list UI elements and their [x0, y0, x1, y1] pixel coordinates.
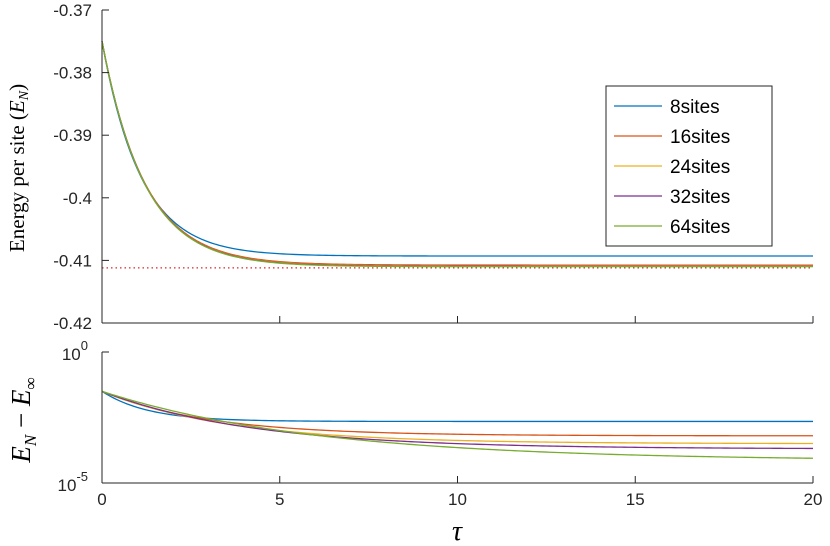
x-tick-label: 10 [448, 490, 467, 509]
energy-y-tick-label: -0.4 [63, 189, 92, 208]
error-line-8sites [101, 390, 813, 423]
energy-y-ticks: -0.37 -0.38 -0.39 -0.4 -0.41 -0.42 [53, 1, 109, 333]
energy-y-tick-label: -0.42 [53, 314, 92, 333]
energy-y-axis-label: Energy per site (EN) [5, 84, 32, 252]
energy-y-tick-label: -0.37 [53, 1, 92, 20]
error-x-ticks: 0 5 10 15 20 [97, 476, 822, 509]
energy-series-lines [101, 41, 813, 268]
legend-label-64sites: 64sites [670, 217, 730, 238]
legend-label-16sites: 16sites [670, 127, 730, 148]
legend: 8sites 16sites 24sites 32sites 64sites [605, 85, 773, 247]
legend-label-24sites: 24sites [670, 157, 730, 178]
energy-line-8sites [101, 41, 813, 257]
legend-label-32sites: 32sites [670, 187, 730, 208]
x-axis-label: τ [452, 516, 463, 546]
legend-items: 8sites 16sites 24sites 32sites 64sites [614, 97, 730, 238]
error-y-axis-label: EN − E∞ [6, 377, 40, 463]
energy-y-tick-label: -0.41 [53, 251, 92, 270]
energy-y-tick-label: -0.38 [53, 64, 92, 83]
legend-label-8sites: 8sites [670, 97, 720, 118]
error-line-64sites [101, 390, 814, 459]
error-series-lines [101, 390, 814, 459]
error-y-ticks: 100 10-5 [58, 338, 109, 495]
energy-line-16sites [101, 41, 813, 266]
error-y-tick-label: 100 [62, 338, 88, 364]
energy-axes [101, 10, 814, 324]
energy-y-tick-label: -0.39 [53, 126, 92, 145]
energy-plot: -0.37 -0.38 -0.39 -0.4 -0.41 -0.42 Energy per… [5, 1, 814, 333]
error-plot-area [102, 352, 813, 483]
x-tick-label: 5 [275, 490, 284, 509]
energy-line-64sites [101, 41, 813, 268]
error-y-tick-label: 10-5 [58, 469, 88, 495]
x-tick-label: 0 [97, 490, 106, 509]
error-plot: 100 10-5 0 5 10 15 20 EN − E∞ τ [6, 338, 822, 546]
error-line-32sites [101, 390, 814, 450]
x-tick-label: 15 [626, 490, 645, 509]
x-tick-label: 20 [804, 490, 823, 509]
